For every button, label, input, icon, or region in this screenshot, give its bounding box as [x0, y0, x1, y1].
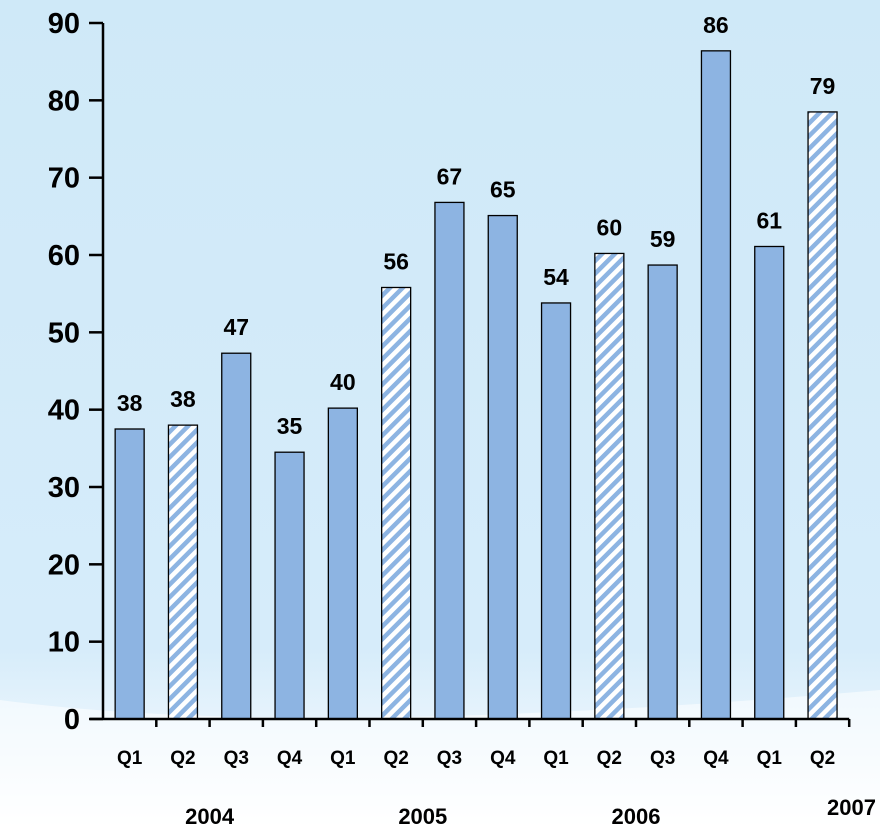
data-label-9: 54 — [543, 264, 569, 290]
background-curve — [0, 690, 880, 830]
y-tick-label-70: 70 — [48, 163, 80, 195]
data-label-7: 67 — [437, 163, 463, 189]
y-tick-label-60: 60 — [48, 240, 80, 272]
bars-layer — [114, 50, 838, 720]
category-label-7: Q3 — [437, 748, 462, 769]
data-label-14: 79 — [810, 73, 836, 99]
bar-10 — [594, 252, 625, 720]
bar-6 — [380, 286, 412, 720]
year-label-2005: 2005 — [398, 804, 447, 829]
bar-9 — [540, 302, 572, 720]
category-label-2: Q2 — [170, 748, 195, 769]
category-label-4: Q4 — [277, 748, 303, 769]
category-label-13: Q1 — [757, 748, 783, 769]
data-label-5: 40 — [330, 369, 356, 395]
category-label-14: Q2 — [810, 748, 835, 769]
bar-7 — [434, 201, 465, 720]
bar-2 — [167, 424, 199, 720]
y-tick-label-40: 40 — [48, 395, 80, 427]
bar-11 — [647, 264, 678, 720]
year-label-2006: 2006 — [612, 804, 661, 829]
category-label-12: Q4 — [703, 748, 729, 769]
category-label-3: Q3 — [224, 748, 249, 769]
y-tick-label-10: 10 — [48, 627, 80, 659]
y-tick-label-20: 20 — [48, 549, 80, 581]
data-label-3: 47 — [223, 314, 249, 340]
data-label-10: 60 — [597, 214, 623, 240]
year-label-2004: 2004 — [185, 804, 235, 829]
category-label-1: Q1 — [117, 748, 143, 769]
bar-13 — [754, 245, 785, 720]
bar-12 — [700, 50, 732, 720]
y-tick-label-80: 80 — [48, 85, 80, 117]
data-label-6: 56 — [383, 248, 409, 274]
y-tick-label-90: 90 — [48, 8, 80, 40]
bar-3 — [221, 352, 252, 720]
y-tick-label-30: 30 — [48, 472, 80, 504]
data-label-4: 35 — [277, 413, 303, 439]
bar-4 — [274, 451, 305, 720]
data-label-11: 59 — [650, 226, 676, 252]
category-label-8: Q4 — [490, 748, 516, 769]
data-label-1: 38 — [117, 390, 143, 416]
year-label-2007: 2007 — [827, 795, 876, 820]
data-label-12: 86 — [703, 12, 729, 38]
bar-1 — [114, 428, 145, 720]
bar-5 — [327, 407, 359, 720]
category-label-11: Q3 — [650, 748, 675, 769]
axes-layer — [89, 21, 851, 727]
bar-8 — [487, 214, 518, 720]
category-label-5: Q1 — [330, 748, 356, 769]
y-tick-label-50: 50 — [48, 317, 80, 349]
data-label-13: 61 — [756, 207, 782, 233]
category-label-6: Q2 — [383, 748, 408, 769]
data-label-8: 65 — [490, 177, 516, 203]
labels-layer: 38 Q1 38 Q2 47 Q3 35 Q4 40 Q1 56 Q2 67 Q3 65 Q4 54 Q1 60 Q2… — [48, 8, 876, 829]
y-tick-label-0: 0 — [64, 704, 80, 736]
data-label-2: 38 — [170, 386, 196, 412]
bar-14 — [807, 111, 838, 720]
category-label-9: Q1 — [543, 748, 569, 769]
category-label-10: Q2 — [597, 748, 622, 769]
